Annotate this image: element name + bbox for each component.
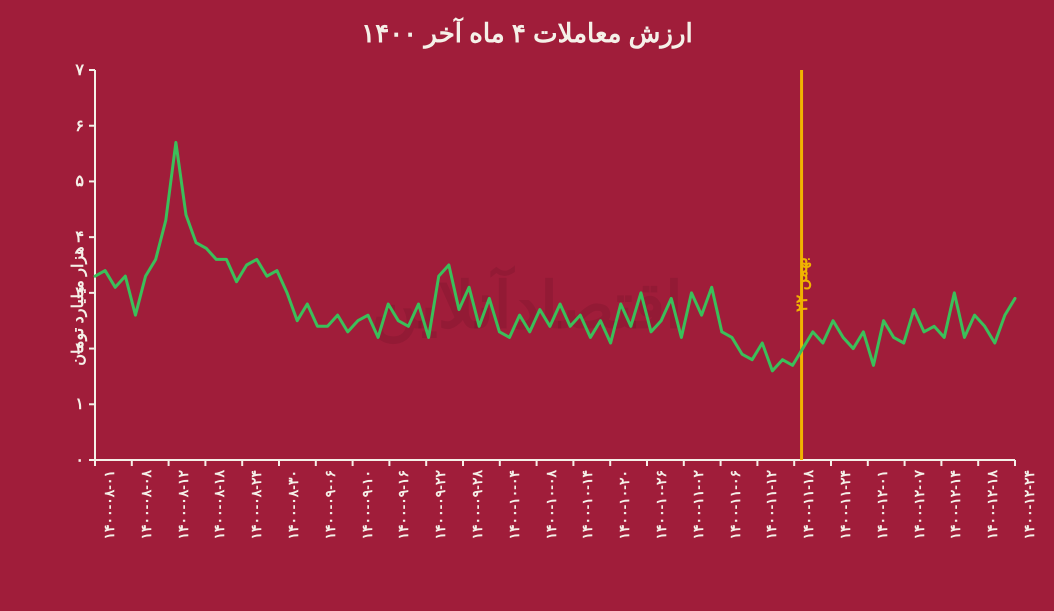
x-tick-label: ۱۴۰۰-۰۹-۲۸ bbox=[469, 470, 486, 539]
x-tick-label: ۱۴۰۰-۰۹-۰۶ bbox=[322, 470, 339, 539]
y-tick-label: ۲ bbox=[64, 339, 84, 359]
x-tick-label: ۱۴۰۰-۰۸-۲۴ bbox=[248, 470, 265, 539]
y-tick-label: ۷ bbox=[64, 60, 84, 80]
x-tick-label: ۱۴۰۰-۱۰-۲۶ bbox=[653, 470, 670, 539]
y-tick-label: ۶ bbox=[64, 116, 84, 136]
x-tick-label: ۱۴۰۰-۰۹-۱۰ bbox=[359, 470, 376, 539]
x-tick-label: ۱۴۰۰-۱۲-۰۷ bbox=[911, 470, 928, 539]
x-tick-label: ۱۴۰۰-۱۱-۰۶ bbox=[727, 470, 744, 539]
y-tick-label: ۴ bbox=[64, 227, 84, 247]
x-tick-label: ۱۴۰۰-۱۱-۰۲ bbox=[690, 470, 707, 539]
x-tick-label: ۱۴۰۰-۱۱-۲۴ bbox=[837, 470, 854, 539]
x-tick-label: ۱۴۰۰-۱۱-۱۲ bbox=[763, 470, 780, 539]
x-tick-label: ۱۴۰۰-۰۸-۳۰ bbox=[285, 470, 302, 539]
x-tick-label: ۱۴۰۰-۱۲-۲۴ bbox=[1021, 470, 1038, 539]
x-tick-label: ۱۴۰۰-۱۱-۱۸ bbox=[800, 470, 817, 539]
y-tick-label: ۰ bbox=[64, 450, 84, 470]
x-tick-label: ۱۴۰۰-۱۰-۰۸ bbox=[543, 470, 560, 539]
x-tick-label: ۱۴۰۰-۱۲-۱۸ bbox=[984, 470, 1001, 539]
x-tick-label: ۱۴۰۰-۰۸-۰۸ bbox=[138, 470, 155, 539]
y-tick-label: ۱ bbox=[64, 394, 84, 414]
x-tick-label: ۱۴۰۰-۰۸-۱۲ bbox=[175, 470, 192, 539]
x-tick-label: ۱۴۰۰-۱۲-۰۱ bbox=[874, 470, 891, 539]
chart-title: ارزش معاملات ۴ ماه آخر ۱۴۰۰ bbox=[0, 18, 1054, 49]
chart-container: ارزش معاملات ۴ ماه آخر ۱۴۰۰ هزار میلیارد… bbox=[0, 0, 1054, 611]
x-tick-label: ۱۴۰۰-۱۰-۰۴ bbox=[506, 470, 523, 539]
x-tick-label: ۱۴۰۰-۱۰-۱۴ bbox=[579, 470, 596, 539]
x-tick-label: ۱۴۰۰-۰۸-۱۸ bbox=[211, 470, 228, 539]
x-tick-label: ۱۴۰۰-۰۹-۲۲ bbox=[432, 470, 449, 539]
y-tick-label: ۵ bbox=[64, 171, 84, 191]
plot-svg bbox=[95, 70, 1015, 460]
x-tick-label: ۱۴۰۰-۰۹-۱۶ bbox=[395, 470, 412, 539]
data-series-line bbox=[95, 142, 1015, 370]
x-tick-label: ۱۴۰۰-۱۰-۲۰ bbox=[616, 470, 633, 539]
vertical-marker-label: ۲۲ بهمن bbox=[792, 257, 812, 312]
y-tick-label: ۳ bbox=[64, 283, 84, 303]
x-tick-label: ۱۴۰۰-۰۸-۰۱ bbox=[101, 470, 118, 539]
x-tick-label: ۱۴۰۰-۱۲-۱۴ bbox=[947, 470, 964, 539]
